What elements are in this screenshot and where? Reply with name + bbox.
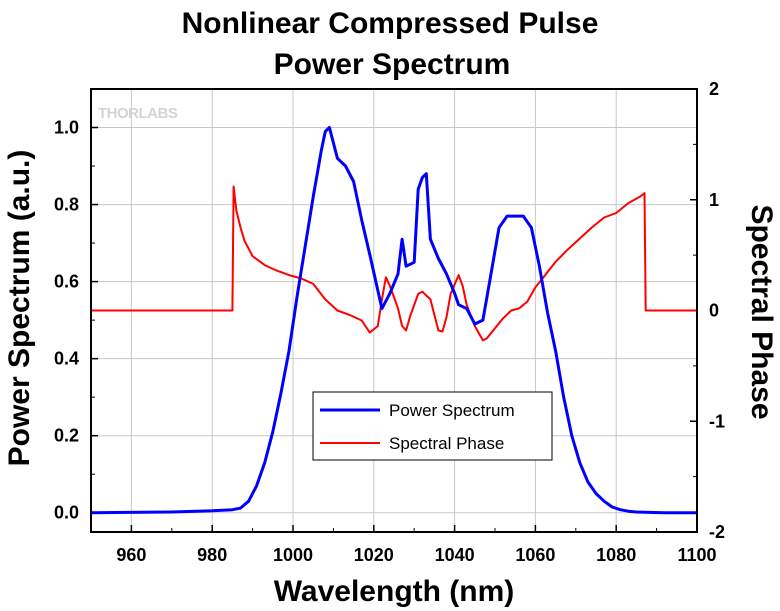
y-left-tick-label: 0.2 (54, 426, 79, 446)
y-left-tick-label: 0.0 (54, 503, 79, 523)
y-left-tick-label: 0.4 (54, 349, 79, 369)
x-tick-label: 980 (197, 545, 227, 565)
y-right-axis-label: Spectral Phase (745, 204, 778, 419)
y-left-axis-label: Power Spectrum (a.u.) (3, 150, 36, 467)
y-right-tick-label: -2 (709, 522, 725, 542)
y-left-tick-label: 1.0 (54, 118, 79, 138)
y-left-tick-label: 0.8 (54, 195, 79, 215)
x-tick-label: 1000 (273, 545, 313, 565)
x-tick-label: 960 (116, 545, 146, 565)
series-line-power-spectrum (90, 126, 697, 515)
x-tick-label: 1060 (515, 545, 555, 565)
y-right-tick-label: 0 (709, 301, 719, 321)
y-right-tick-label: 2 (709, 79, 719, 99)
y-right-axis-ticks: -2 -1 0 1 2 (690, 79, 725, 542)
chart-title-line-2: Power Spectrum (274, 48, 511, 81)
series-group (90, 126, 697, 515)
y-left-tick-label: 0.6 (54, 272, 79, 292)
legend-label-power-spectrum: Power Spectrum (389, 401, 515, 420)
y-left-axis-ticks: 0.0 0.2 0.4 0.6 0.8 1.0 (54, 88, 98, 523)
x-axis-ticks: 960 980 1000 1020 1040 1060 1080 1100 (90, 525, 717, 565)
x-tick-label: 1020 (354, 545, 394, 565)
x-tick-label: 1100 (677, 545, 716, 565)
y-right-tick-label: -1 (709, 411, 725, 431)
chart-title-line-1: Nonlinear Compressed Pulse (182, 7, 599, 40)
legend: Power Spectrum Spectral Phase (312, 391, 553, 461)
legend-label-spectral-phase: Spectral Phase (389, 434, 504, 453)
plot-frame (90, 88, 698, 533)
x-tick-label: 1080 (596, 545, 636, 565)
series-line-spectral-phase (91, 185, 697, 342)
thorlabs-logo: THORLABS (98, 105, 178, 122)
x-tick-label: 1040 (435, 545, 475, 565)
legend-box (312, 391, 553, 461)
y-right-tick-label: 1 (709, 190, 719, 210)
x-axis-label: Wavelength (nm) (274, 575, 515, 608)
